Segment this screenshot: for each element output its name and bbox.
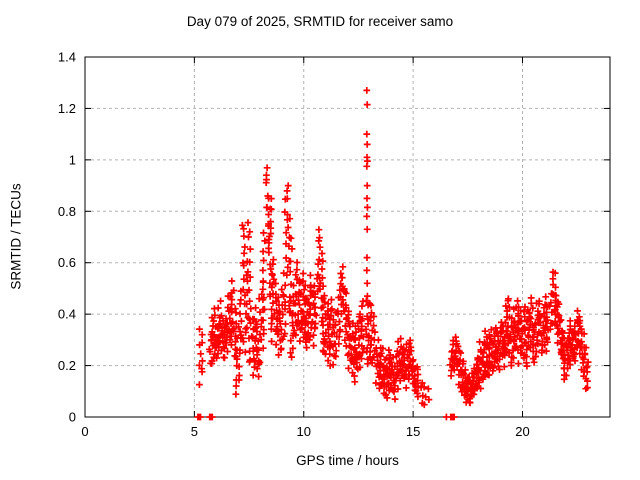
y-tick-label: 1.4 (58, 50, 76, 65)
x-tick-label: 15 (406, 424, 420, 439)
y-tick-label: 0.2 (58, 358, 76, 373)
x-axis-label: GPS time / hours (296, 453, 399, 468)
y-tick-label: 0.8 (58, 204, 76, 219)
x-tick-label: 5 (191, 424, 198, 439)
y-tick-label: 0 (69, 410, 76, 425)
x-tick-label: 20 (515, 424, 529, 439)
x-tick-label: 10 (297, 424, 311, 439)
scatter-points (194, 87, 592, 421)
plot-border (84, 56, 611, 418)
y-tick-label: 0.6 (58, 255, 76, 270)
chart-title: Day 079 of 2025, SRMTID for receiver sam… (186, 14, 454, 29)
y-tick-label: 0.4 (58, 307, 76, 322)
y-tick-label: 1.2 (58, 101, 76, 116)
x-tick-label: 0 (81, 424, 88, 439)
y-tick-label: 1 (69, 152, 76, 167)
tick-marks (84, 56, 610, 418)
y-axis-label: SRMTID / TECUs (8, 183, 24, 290)
